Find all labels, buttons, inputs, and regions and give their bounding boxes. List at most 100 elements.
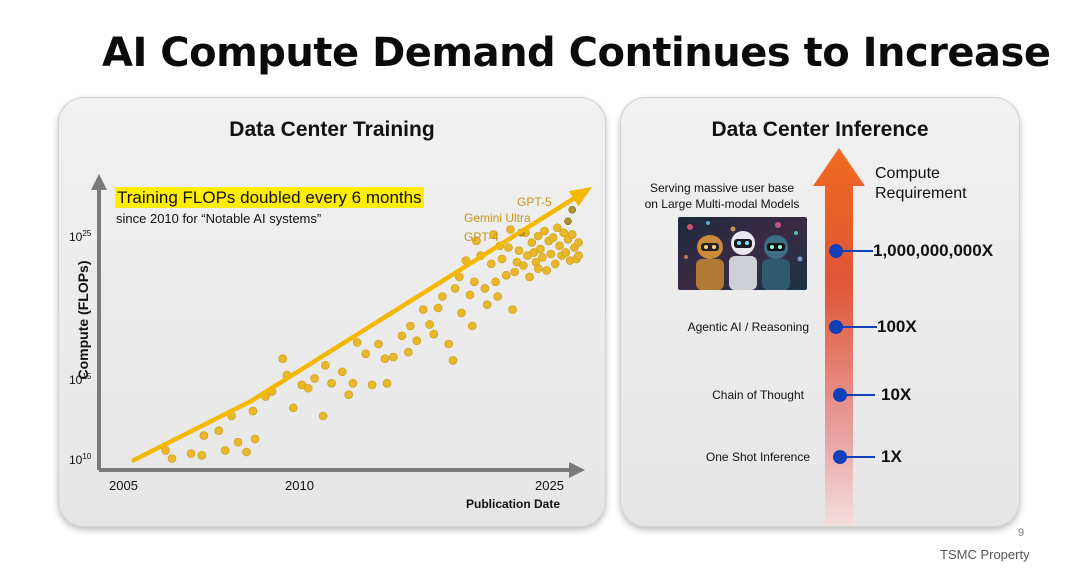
data-point [367, 380, 377, 390]
data-point [214, 426, 224, 436]
x-axis-label: Publication Date [466, 497, 561, 511]
data-point [510, 267, 520, 277]
data-point [567, 230, 577, 239]
data-point [546, 249, 556, 259]
data-point [278, 354, 287, 364]
data-point [518, 261, 528, 270]
data-point [525, 272, 534, 282]
data-point [448, 356, 458, 365]
data-point [320, 360, 330, 370]
data-point [457, 308, 466, 318]
data-point [555, 241, 564, 251]
footer-text: TSMC Property [940, 547, 1030, 562]
level-label-chain-of-thought: Chain of Thought [712, 388, 804, 402]
data-point [535, 244, 545, 254]
data-point [444, 339, 454, 349]
data-point [574, 238, 583, 247]
data-point [506, 225, 515, 234]
data-point [552, 223, 562, 233]
data-point [548, 233, 558, 242]
data-point [344, 390, 354, 400]
x-axis-arrow [569, 462, 585, 478]
data-point [508, 305, 517, 314]
data-point [527, 238, 537, 247]
training-panel: Data Center Training Training FLOPs doub… [58, 97, 606, 527]
data-point [465, 290, 475, 300]
data-point [504, 243, 513, 252]
inference-panel-title: Data Center Inference [711, 118, 929, 141]
data-point [389, 352, 398, 362]
data-point [482, 300, 492, 309]
compute-requirement-label: Compute Requirement [875, 165, 967, 202]
y-axis-label: Compute (FLOPs) [75, 260, 91, 380]
data-point [561, 248, 571, 257]
data-point [433, 303, 443, 313]
data-point [361, 349, 371, 359]
compute-arrow [813, 148, 865, 526]
training-subtitle: since 2010 for “Notable AI systems” [116, 211, 322, 226]
level-connector [841, 326, 877, 328]
robots-image [678, 217, 807, 290]
x-tick-label: 2005 [109, 478, 138, 493]
data-point [348, 378, 358, 388]
data-point [318, 411, 328, 421]
data-point [380, 354, 390, 364]
data-point [493, 292, 503, 301]
x-tick-label: 2010 [285, 478, 314, 493]
data-point [397, 331, 407, 341]
data-point [418, 305, 428, 314]
serving-text: Serving massive user base on Large Multi… [644, 181, 800, 211]
data-point [352, 338, 362, 347]
data-point [197, 450, 207, 460]
data-point [472, 236, 481, 246]
data-point [425, 320, 434, 329]
data-point [403, 347, 413, 357]
page-number: 9 [1018, 527, 1025, 539]
level-value-100x: 100X [877, 317, 917, 336]
data-point [233, 437, 243, 447]
data-point [337, 367, 347, 377]
data-point [497, 254, 507, 264]
model-label-gemini-ultra: Gemini Ultra [464, 211, 531, 225]
trend-line [131, 187, 590, 463]
data-point [382, 378, 392, 388]
labeled-point [564, 217, 572, 226]
level-value-1x: 1X [881, 447, 902, 466]
data-point [186, 449, 196, 458]
data-point [429, 329, 439, 339]
level-connector [845, 456, 875, 458]
data-point [559, 228, 569, 237]
data-point [167, 454, 177, 463]
data-point [450, 284, 460, 293]
data-point [374, 339, 383, 349]
training-chart [91, 174, 593, 478]
data-point [491, 277, 500, 287]
data-point [514, 246, 524, 255]
data-point [248, 406, 258, 416]
y-tick-label: 1015 [69, 372, 92, 387]
data-point [574, 251, 583, 260]
training-highlight: Training FLOPs doubled every 6 months [115, 187, 424, 208]
level-value-1000000000x: 1,000,000,000X [873, 241, 994, 260]
data-point [469, 277, 479, 287]
trend-arrowhead [568, 187, 593, 207]
data-point [533, 264, 543, 273]
inference-panel: Data Center Inference Compute Requiremen… [620, 97, 1020, 527]
data-point [542, 266, 552, 275]
data-point [242, 447, 251, 457]
level-label-one-shot: One Shot Inference [705, 450, 810, 464]
y-tick-label: 1010 [69, 452, 92, 467]
data-point [480, 284, 490, 293]
data-point [486, 259, 496, 269]
data-point [303, 383, 313, 393]
level-label-agentic: Agentic AI / Reasoning [687, 320, 809, 334]
data-point [501, 271, 511, 280]
labeled-point [568, 206, 577, 214]
data-point [289, 403, 298, 413]
data-point [438, 292, 447, 301]
data-point [538, 253, 547, 262]
data-point [220, 446, 230, 455]
level-connector [841, 250, 873, 252]
y-tick-label: 1025 [69, 229, 92, 244]
level-dot [833, 450, 847, 464]
